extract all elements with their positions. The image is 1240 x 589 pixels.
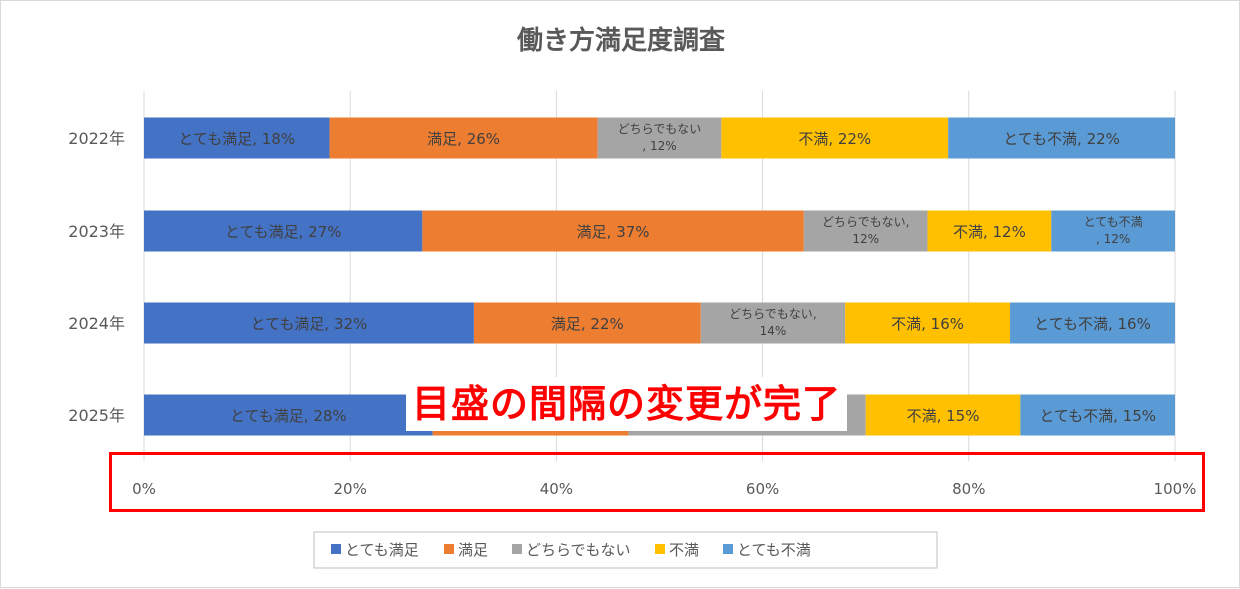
bar-segment bbox=[144, 394, 433, 436]
x-axis-highlight-box bbox=[109, 452, 1205, 512]
data-label: とても満足, 27% bbox=[225, 223, 342, 241]
bar-segment bbox=[721, 117, 949, 159]
legend-item: とても満足 bbox=[345, 541, 419, 559]
x-tick-label: 20% bbox=[334, 480, 367, 498]
data-label-line: , 12% bbox=[642, 139, 676, 153]
category-label: 2022年 bbox=[68, 129, 125, 148]
data-label: 不満, 15% bbox=[907, 407, 980, 425]
bar-segment bbox=[144, 117, 330, 159]
legend-item: 満足 bbox=[458, 541, 488, 559]
bar-segment bbox=[422, 210, 804, 252]
data-label: 不満, 22% bbox=[798, 130, 871, 148]
category-label: 2023年 bbox=[68, 222, 125, 241]
bar-segment bbox=[1051, 210, 1175, 252]
data-label-line: どちらでもない, bbox=[729, 307, 816, 321]
bar-segment bbox=[1010, 302, 1175, 344]
bar-segment bbox=[845, 302, 1011, 344]
legend-swatch bbox=[512, 544, 522, 554]
legend-swatch bbox=[655, 544, 665, 554]
data-label-line: どちらでもない, bbox=[822, 215, 909, 229]
data-label: とても不満, 15% bbox=[1039, 407, 1156, 425]
chart-title: 働き方満足度調査 bbox=[516, 25, 725, 56]
bar-segment bbox=[927, 210, 1052, 252]
data-label: とても満足, 28% bbox=[230, 407, 347, 425]
x-tick-label: 60% bbox=[746, 480, 779, 498]
data-label-line: 12% bbox=[852, 232, 879, 246]
bar-segment bbox=[803, 210, 928, 252]
bar-segment bbox=[144, 302, 474, 344]
category-label: 2024年 bbox=[68, 314, 125, 333]
legend-item: とても不満 bbox=[737, 541, 811, 559]
data-label: 満足, 26% bbox=[427, 130, 500, 148]
bar-segment bbox=[144, 210, 423, 252]
bar-segment bbox=[948, 117, 1175, 159]
x-tick-label: 80% bbox=[952, 480, 985, 498]
data-label: どちらでもない, 14% bbox=[729, 307, 816, 338]
bar-segment bbox=[329, 117, 598, 159]
data-label: 不満, 12% bbox=[953, 223, 1026, 241]
legend-swatch bbox=[331, 544, 341, 554]
data-label: とても満足, 32% bbox=[251, 315, 368, 333]
data-label: とても満足, 18% bbox=[178, 130, 295, 148]
category-label: 2025年 bbox=[68, 406, 125, 425]
data-label-line: とても不満 bbox=[1084, 215, 1143, 229]
data-label: とても不満, 16% bbox=[1034, 315, 1151, 333]
data-label: 満足, 22% bbox=[551, 315, 624, 333]
data-label-line: 14% bbox=[760, 324, 787, 338]
data-label: とても不満, 22% bbox=[1003, 130, 1120, 148]
legend-item: 不満 bbox=[669, 541, 699, 559]
legend-swatch bbox=[723, 544, 733, 554]
data-label: とても不満 , 12% bbox=[1084, 215, 1143, 246]
bar-segment bbox=[1020, 394, 1175, 436]
chart-legend: とても満足 満足 どちらでもない 不満 とても不満 bbox=[313, 531, 938, 569]
axis-labels: 0% 20% 40% 60% 80% 100% 2022年 2023年 2024年 2025年 bbox=[68, 129, 1196, 498]
annotation-overlay-text: 目盛の間隔の変更が完了 bbox=[406, 377, 848, 431]
bar-segment bbox=[597, 117, 722, 159]
legend-box bbox=[313, 531, 938, 569]
bar-segment bbox=[865, 394, 1021, 436]
legend-swatch bbox=[444, 544, 454, 554]
data-label-line: どちらでもない bbox=[618, 122, 702, 136]
data-label: 不満, 16% bbox=[891, 315, 964, 333]
data-label: 満足, 37% bbox=[577, 223, 650, 241]
data-label-line: , 12% bbox=[1096, 232, 1130, 246]
legend-item: どちらでもない bbox=[526, 541, 631, 559]
bar-segment bbox=[700, 302, 846, 344]
x-tick-label: 100% bbox=[1154, 480, 1197, 498]
data-label: どちらでもない , 12% bbox=[618, 122, 702, 153]
x-tick-label: 0% bbox=[132, 480, 156, 498]
bar-segment bbox=[473, 302, 701, 344]
data-label: どちらでもない, 12% bbox=[822, 215, 909, 246]
x-tick-label: 40% bbox=[540, 480, 573, 498]
data-labels: とても満足, 18% 満足, 26%どちらでもない, 12% 不満, 22% とても不… bbox=[178, 122, 1156, 425]
